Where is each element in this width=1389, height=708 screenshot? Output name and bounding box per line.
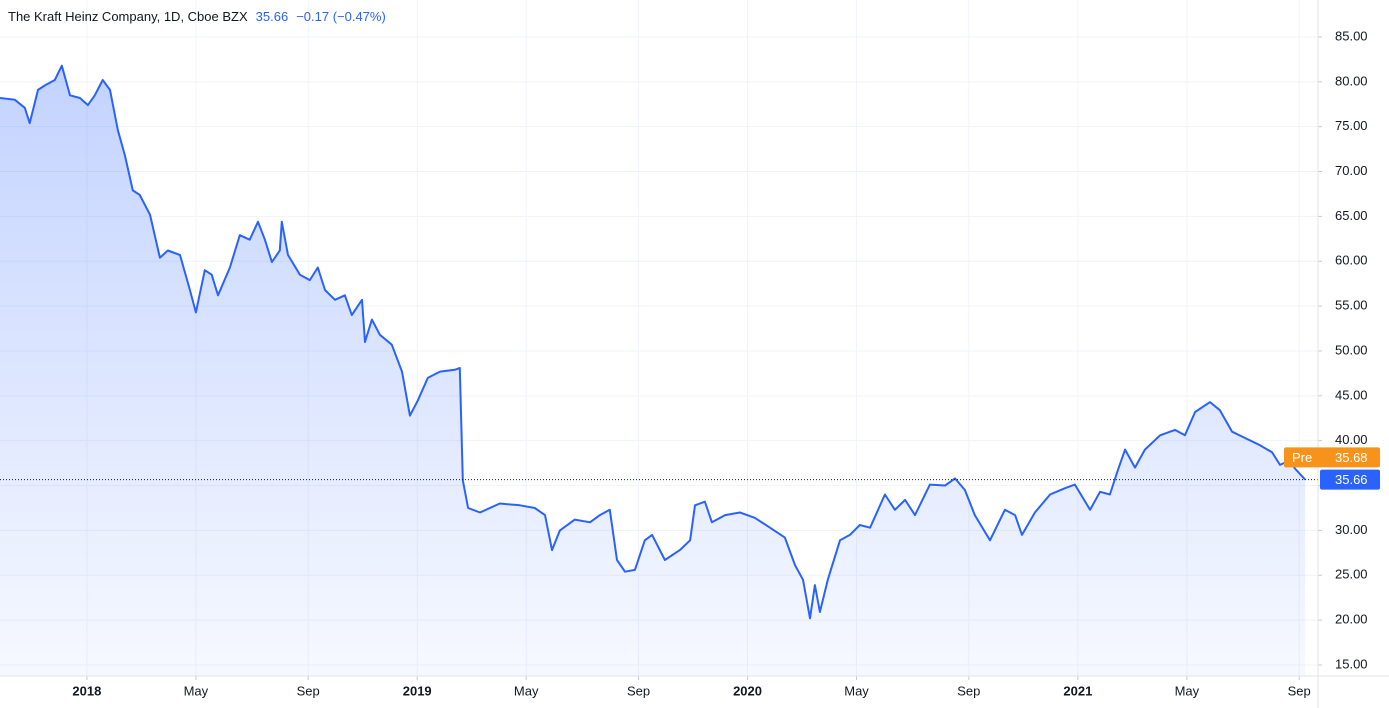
pre-price-label: 35.68 bbox=[1335, 450, 1368, 465]
x-tick-label: May bbox=[844, 683, 869, 698]
x-tick-label: 2018 bbox=[72, 683, 101, 698]
last-price-badge bbox=[1320, 469, 1380, 490]
x-tick-label: May bbox=[184, 683, 209, 698]
y-tick-label: 30.00 bbox=[1335, 522, 1368, 537]
y-tick-label: 20.00 bbox=[1335, 612, 1368, 627]
x-tick-label: Sep bbox=[297, 683, 320, 698]
x-tick-label: 2021 bbox=[1063, 683, 1092, 698]
y-tick-label: 45.00 bbox=[1335, 387, 1368, 402]
y-tick-label: 65.00 bbox=[1335, 208, 1368, 223]
price-line bbox=[0, 64, 1306, 620]
y-tick-label: 15.00 bbox=[1335, 656, 1368, 671]
y-tick-label: 55.00 bbox=[1335, 298, 1368, 313]
pre-price-badge bbox=[1284, 447, 1380, 468]
x-tick-label: Sep bbox=[957, 683, 980, 698]
plot bbox=[0, 64, 1318, 676]
x-tick-label: Sep bbox=[1288, 683, 1311, 698]
x-tick-label: 2020 bbox=[733, 683, 762, 698]
x-tick-label: Sep bbox=[627, 683, 650, 698]
last-price-label: 35.66 bbox=[1335, 472, 1368, 487]
y-tick-label: 85.00 bbox=[1335, 28, 1368, 43]
price-change: −0.17 (−0.47%) bbox=[296, 9, 386, 24]
x-tick-label: 2019 bbox=[403, 683, 432, 698]
y-tick-label: 80.00 bbox=[1335, 73, 1368, 88]
last-price: 35.66 bbox=[256, 9, 289, 24]
legend-header: The Kraft Heinz Company, 1D, Cboe BZX 35.… bbox=[8, 9, 386, 24]
symbol-title: The Kraft Heinz Company, 1D, Cboe BZX bbox=[8, 9, 248, 24]
y-tick-label: 25.00 bbox=[1335, 567, 1368, 582]
y-tick-label: 75.00 bbox=[1335, 118, 1368, 133]
y-tick-label: 40.00 bbox=[1335, 432, 1368, 447]
x-tick-label: May bbox=[1175, 683, 1200, 698]
y-tick-label: 60.00 bbox=[1335, 253, 1368, 268]
y-tick-label: 50.00 bbox=[1335, 342, 1368, 357]
y-tick-label: 70.00 bbox=[1335, 163, 1368, 178]
pre-label: Pre bbox=[1292, 450, 1312, 465]
x-tick-label: May bbox=[514, 683, 539, 698]
